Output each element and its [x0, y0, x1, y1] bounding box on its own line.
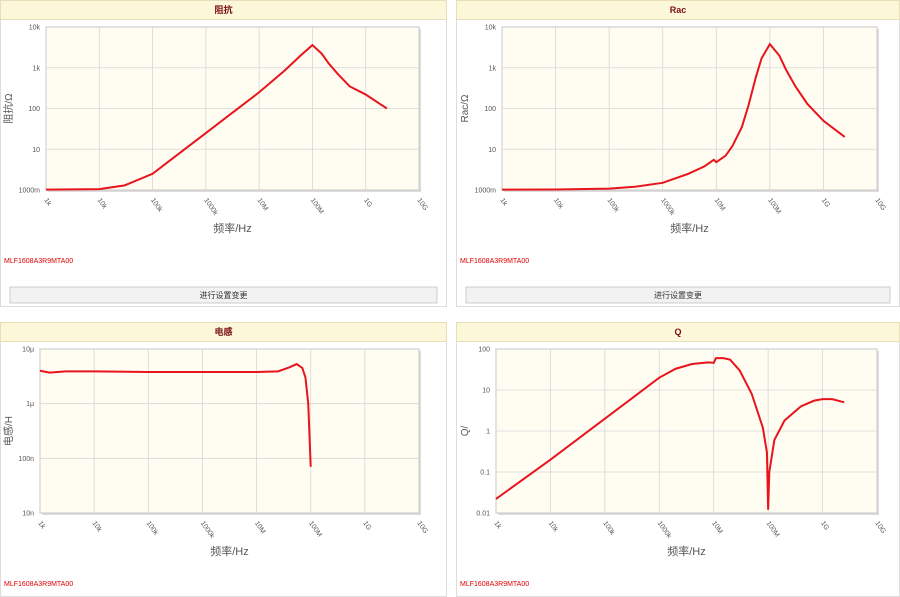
- panel-title: Q: [674, 327, 681, 337]
- panel-title: Rac: [670, 5, 687, 15]
- settings-button-label[interactable]: 进行设置变更: [200, 290, 248, 300]
- y-axis-label: 电感/H: [2, 416, 15, 446]
- y-tick-label: 10k: [29, 25, 41, 32]
- y-tick-label: 1: [486, 429, 490, 436]
- y-axis-label: Rac/Ω: [460, 94, 471, 123]
- y-tick-label: 1000m: [475, 188, 497, 195]
- y-tick-label: 1μ: [26, 401, 34, 408]
- x-tick-label: 1k: [42, 197, 52, 207]
- x-tick-label: 1G: [361, 520, 372, 532]
- x-axis-label: 频率/Hz: [213, 221, 252, 235]
- data-line: [501, 42, 846, 191]
- settings-button-label[interactable]: 进行设置变更: [654, 290, 702, 300]
- y-tick-label: 0.01: [476, 511, 490, 518]
- x-tick-label: 1G: [820, 197, 831, 209]
- x-tick-label: 1k: [492, 520, 502, 530]
- y-axis-label: Q/: [460, 426, 471, 437]
- y-tick-label: 100: [478, 347, 490, 354]
- panel-title: 阻抗: [214, 4, 232, 15]
- y-tick-label: 1k: [489, 65, 497, 72]
- x-axis-label: 频率/Hz: [670, 221, 709, 235]
- y-tick-label: 0.1: [480, 470, 490, 477]
- part-number: MLF1608A3R9MTA00: [4, 581, 73, 588]
- part-number: MLF1608A3R9MTA00: [4, 258, 73, 265]
- y-tick-label: 10k: [485, 25, 497, 32]
- y-axis-label: 阻抗/Ω: [2, 93, 15, 124]
- data-line: [495, 357, 845, 510]
- y-tick-label: 100: [28, 106, 40, 113]
- settings-button[interactable]: [9, 286, 438, 304]
- panel-header: [0, 0, 447, 20]
- settings-button[interactable]: [465, 286, 891, 304]
- panel-title: 电感: [214, 326, 232, 337]
- data-line: [39, 362, 312, 467]
- x-tick-label: 1G: [362, 197, 373, 209]
- y-tick-label: 10n: [22, 511, 34, 518]
- y-tick-label: 1000m: [19, 188, 41, 195]
- data-line: [45, 43, 388, 191]
- plot-area: [39, 348, 420, 514]
- y-tick-label: 10: [32, 147, 40, 154]
- y-tick-label: 10: [482, 388, 490, 395]
- x-tick-label: 1k: [498, 197, 508, 207]
- x-tick-label: 1G: [819, 520, 830, 532]
- y-tick-label: 1k: [33, 65, 41, 72]
- part-number: MLF1608A3R9MTA00: [460, 581, 529, 588]
- panel-header: [0, 322, 447, 342]
- y-tick-label: 100n: [18, 456, 34, 463]
- x-tick-label: 1k: [36, 520, 46, 530]
- y-tick-label: 10: [488, 147, 496, 154]
- part-number: MLF1608A3R9MTA00: [460, 258, 529, 265]
- x-axis-label: 频率/Hz: [667, 544, 706, 558]
- y-tick-label: 100: [484, 106, 496, 113]
- y-tick-label: 10μ: [22, 347, 34, 354]
- x-axis-label: 频率/Hz: [210, 544, 249, 558]
